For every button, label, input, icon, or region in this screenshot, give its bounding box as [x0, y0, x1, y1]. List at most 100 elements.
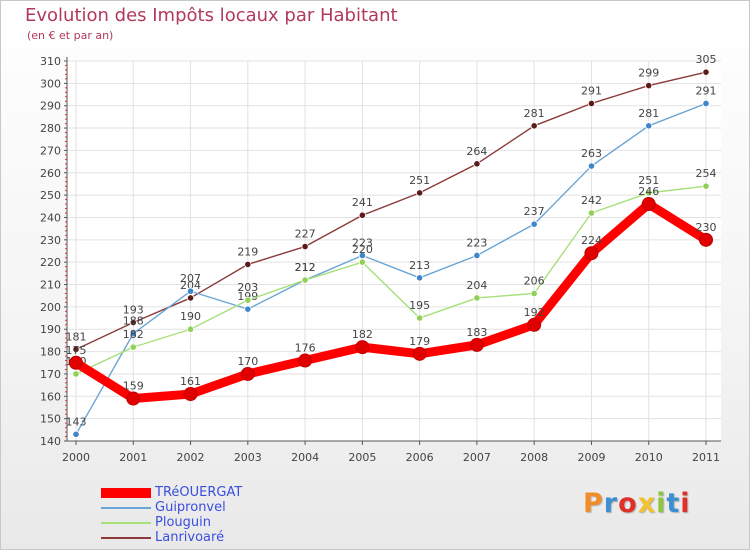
- data-point-guipronvel: [186, 287, 195, 295]
- data-point-plouguin: [72, 370, 80, 378]
- data-point-guipronvel: [645, 122, 653, 130]
- y-tick-label: 230: [40, 234, 61, 247]
- legend-label-lanrivoare: Lanrivoaré: [155, 530, 225, 545]
- legend-swatch-plouguin: [101, 522, 151, 524]
- data-label-plouguin: 220: [352, 243, 373, 256]
- y-tick-label: 200: [40, 301, 61, 314]
- y-tick-label: 170: [40, 368, 61, 381]
- data-label-lanrivoare: 264: [466, 145, 487, 158]
- legend-label-treouergat: TRéOUERGAT: [155, 485, 243, 500]
- x-tick-label: 2004: [291, 451, 319, 464]
- data-label-plouguin: 212: [295, 261, 316, 274]
- data-label-plouguin: 182: [123, 328, 144, 341]
- data-point-treouergat: [412, 346, 427, 361]
- data-point-plouguin: [186, 325, 195, 333]
- data-label-lanrivoare: 291: [581, 84, 602, 97]
- data-point-guipronvel: [530, 220, 538, 228]
- data-label-lanrivoare: 281: [524, 107, 545, 120]
- legend-swatch-guipronvel: [101, 507, 151, 509]
- data-point-lanrivoare: [358, 211, 366, 219]
- data-label-lanrivoare: 251: [409, 174, 430, 187]
- y-tick-label: 180: [40, 346, 61, 359]
- data-point-treouergat: [298, 353, 313, 368]
- data-label-treouergat: 159: [123, 380, 144, 393]
- data-label-guipronvel: 143: [66, 415, 87, 428]
- data-label-lanrivoare: 227: [295, 228, 316, 241]
- data-label-treouergat: 246: [638, 185, 659, 198]
- data-label-plouguin: 206: [524, 274, 545, 287]
- legend-label-guipronvel: Guipronvel: [155, 500, 226, 515]
- plot-area: [67, 61, 721, 441]
- data-label-lanrivoare: 219: [237, 245, 258, 258]
- data-label-plouguin: 195: [409, 299, 430, 312]
- data-label-treouergat: 179: [409, 335, 430, 348]
- y-tick-label: 250: [40, 189, 61, 202]
- data-point-guipronvel: [587, 162, 596, 170]
- data-point-lanrivoare: [186, 294, 195, 302]
- data-label-guipronvel: 212: [295, 261, 316, 274]
- data-label-plouguin: 254: [696, 167, 717, 180]
- data-point-guipronvel: [244, 305, 252, 313]
- data-point-guipronvel: [702, 99, 710, 108]
- data-label-plouguin: 204: [466, 279, 487, 292]
- data-label-treouergat: 176: [295, 342, 316, 355]
- data-point-lanrivoare: [244, 260, 252, 269]
- data-point-treouergat: [699, 232, 713, 247]
- data-point-treouergat: [240, 366, 255, 381]
- chart-title: Evolution des Impôts locaux par Habitant: [25, 5, 398, 26]
- chart-subtitle: (en € et par an): [27, 29, 114, 42]
- data-point-lanrivoare: [473, 160, 481, 168]
- data-label-treouergat: 182: [352, 328, 373, 341]
- data-label-treouergat: 161: [180, 375, 201, 388]
- x-tick-label: 2001: [119, 451, 147, 464]
- data-point-treouergat: [126, 391, 141, 406]
- data-label-treouergat: 183: [466, 326, 487, 339]
- y-tick-label: 260: [40, 167, 61, 180]
- data-point-lanrivoare: [129, 318, 137, 327]
- data-label-guipronvel: 207: [180, 272, 201, 285]
- data-point-plouguin: [587, 209, 596, 217]
- data-label-guipronvel: 291: [696, 84, 717, 97]
- data-point-treouergat: [69, 355, 83, 370]
- data-label-lanrivoare: 204: [180, 279, 201, 292]
- x-tick-label: 2005: [348, 451, 376, 464]
- data-label-guipronvel: 188: [123, 315, 144, 328]
- data-label-guipronvel: 213: [409, 259, 430, 272]
- data-point-lanrivoare: [587, 99, 596, 108]
- data-point-guipronvel: [473, 251, 481, 260]
- y-tick-label: 280: [40, 122, 61, 135]
- x-tick-label: 2002: [177, 451, 205, 464]
- y-tick-label: 310: [40, 55, 61, 68]
- series-line-lanrivoare: [75, 71, 707, 351]
- data-label-plouguin: 190: [180, 310, 201, 323]
- data-label-plouguin: 203: [237, 281, 258, 294]
- y-tick-label: 210: [40, 279, 61, 292]
- y-tick-label: 290: [40, 100, 61, 113]
- data-label-lanrivoare: 181: [66, 330, 87, 343]
- x-tick-label: 2006: [406, 451, 434, 464]
- x-tick-label: 2010: [635, 451, 663, 464]
- legend-swatch-treouergat: [101, 488, 151, 498]
- data-label-treouergat: 170: [237, 355, 258, 368]
- data-label-treouergat: 224: [581, 234, 602, 247]
- data-label-plouguin: 242: [581, 194, 602, 207]
- data-point-treouergat: [183, 387, 198, 402]
- data-label-plouguin: 251: [638, 174, 659, 187]
- data-label-guipronvel: 223: [466, 236, 487, 249]
- x-tick-label: 2009: [577, 451, 605, 464]
- data-point-treouergat: [527, 317, 542, 332]
- data-point-treouergat: [355, 340, 370, 355]
- y-tick-label: 270: [40, 144, 61, 157]
- series-treouergat: 175 159 161 170 176 182 179 183 192 224 246 230: [66, 185, 717, 406]
- legend-label-plouguin: Plouguin: [155, 515, 211, 530]
- y-tick-label: 150: [40, 413, 61, 426]
- x-tick-label: 2011: [692, 451, 720, 464]
- data-point-lanrivoare: [530, 122, 538, 130]
- data-point-plouguin: [358, 258, 366, 266]
- y-tick-label: 160: [40, 390, 61, 403]
- data-point-treouergat: [469, 337, 484, 352]
- series-lanrivoare: 181 193 204 219 227 241 251 264 281 291 299 305: [66, 53, 717, 353]
- data-point-plouguin: [244, 296, 252, 304]
- x-tick-label: 2003: [234, 451, 262, 464]
